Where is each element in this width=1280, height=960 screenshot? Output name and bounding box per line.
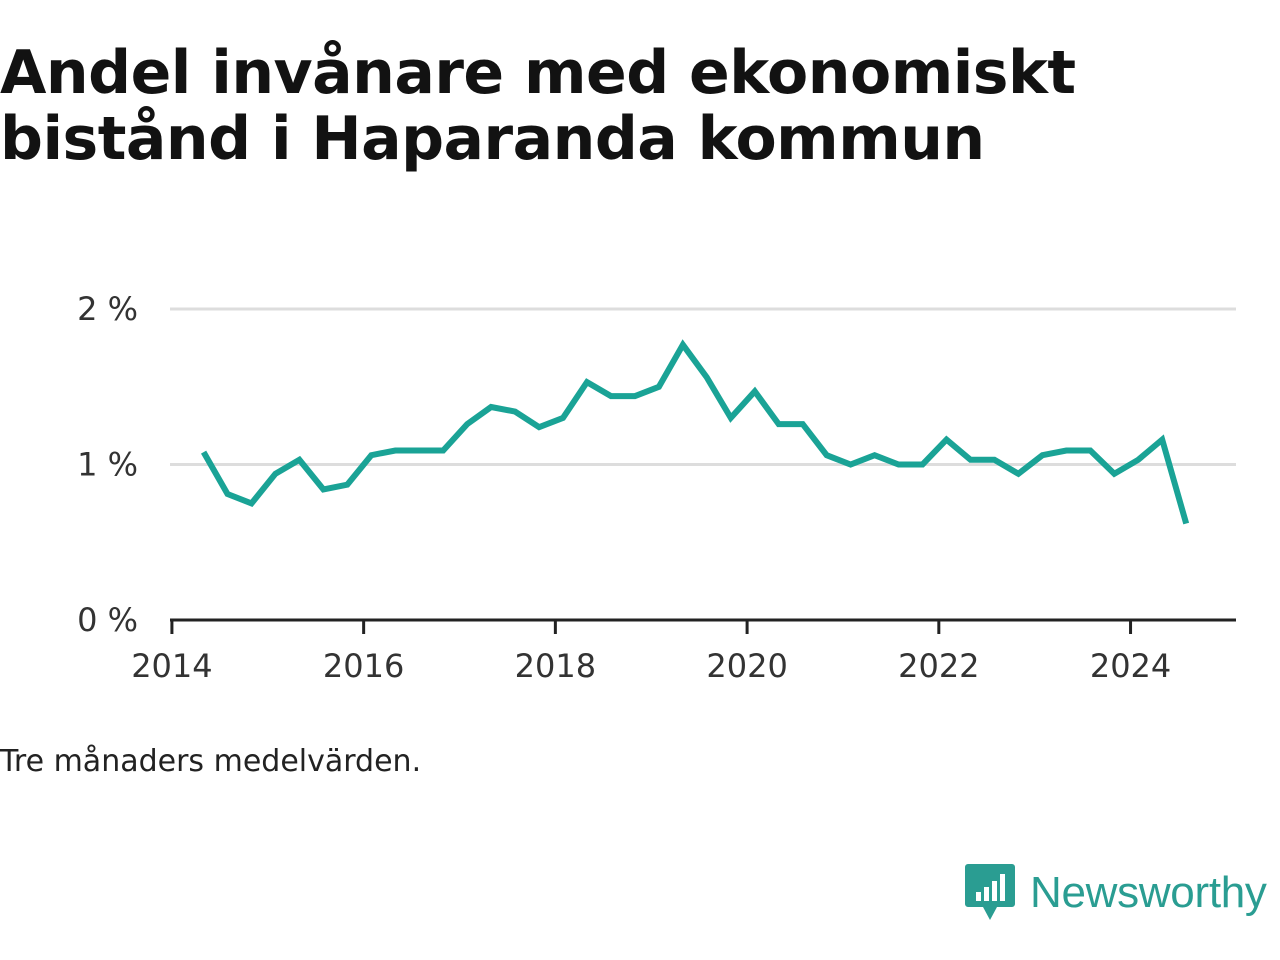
x-tick-label: 2018 xyxy=(515,647,596,685)
y-tick-label: 2 % xyxy=(77,290,138,328)
x-tick-label: 2014 xyxy=(131,647,212,685)
x-tick-label: 2024 xyxy=(1090,647,1171,685)
newsworthy-logo-icon xyxy=(965,864,1015,920)
x-axis xyxy=(170,618,1236,634)
brand-name: Newsworthy xyxy=(1030,868,1267,917)
x-tick-label: 2016 xyxy=(323,647,404,685)
x-axis-tick-labels: 2014 2016 2018 2020 2022 2024 xyxy=(131,647,1171,685)
y-tick-label: 1 % xyxy=(77,446,138,484)
gridlines xyxy=(170,307,1236,466)
x-tick-label: 2020 xyxy=(706,647,787,685)
x-tick-label: 2022 xyxy=(898,647,979,685)
chart-note: Tre månaders medelvärden. xyxy=(0,744,422,779)
chart-title: Andel invånare med ekonomiskt bistånd i … xyxy=(0,38,1076,174)
series-layer xyxy=(200,339,1190,525)
series-line-0 xyxy=(200,339,1190,525)
line-chart: 0 % 1 % 2 % 2014 2016 2018 2020 2022 2024 xyxy=(77,290,1236,685)
y-tick-label: 0 % xyxy=(77,601,138,639)
y-axis-tick-labels: 0 % 1 % 2 % xyxy=(77,290,138,639)
brand-logo: Newsworthy xyxy=(964,862,1267,924)
